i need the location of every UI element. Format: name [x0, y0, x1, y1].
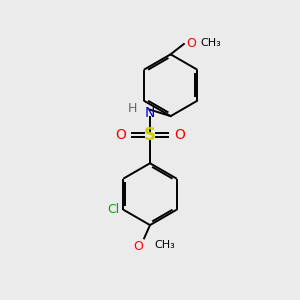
- Text: CH₃: CH₃: [200, 38, 221, 48]
- Text: CH₃: CH₃: [154, 240, 175, 250]
- Text: O: O: [133, 240, 142, 253]
- Text: O: O: [174, 128, 185, 142]
- Text: O: O: [186, 37, 196, 50]
- Text: Cl: Cl: [107, 203, 120, 216]
- Text: H: H: [128, 102, 137, 115]
- Text: S: S: [144, 126, 156, 144]
- Text: N: N: [145, 106, 155, 120]
- Text: O: O: [115, 128, 126, 142]
